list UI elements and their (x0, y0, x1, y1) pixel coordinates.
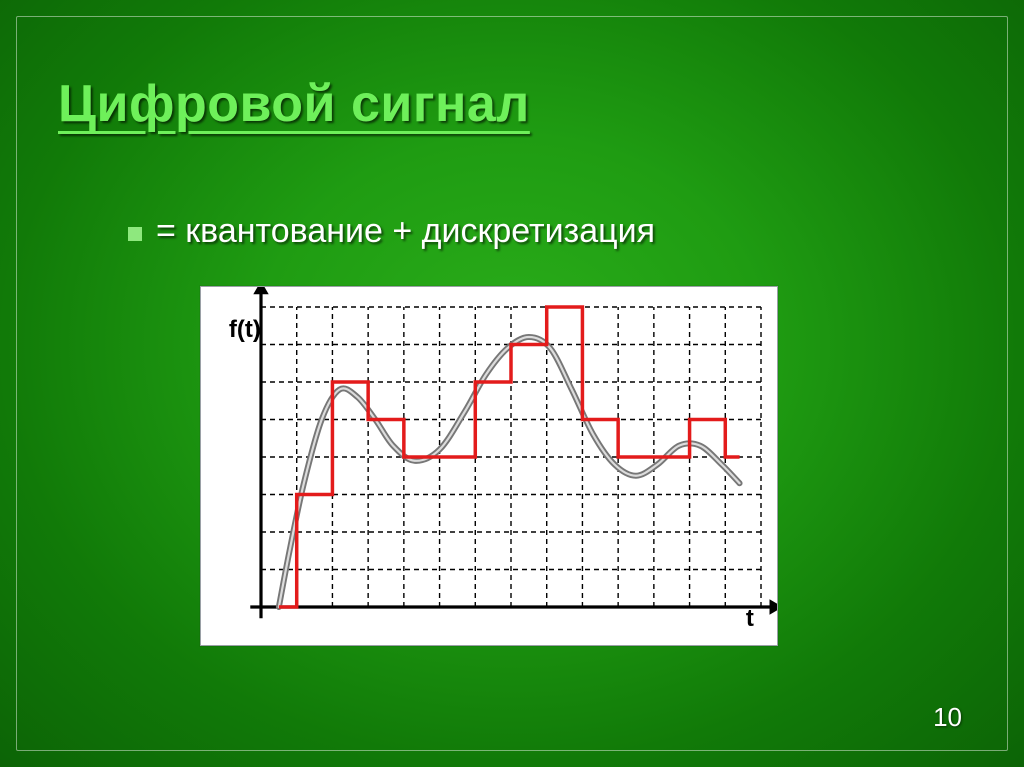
svg-text:t: t (746, 605, 754, 632)
signal-chart: f(t) t (200, 286, 778, 646)
chart-svg: f(t) t (201, 287, 777, 645)
svg-text:f(t): f(t) (229, 316, 261, 343)
bullet-item: = квантование + дискретизация (128, 212, 655, 251)
bullet-square-icon (128, 227, 142, 241)
presentation-slide: Цифровой сигнал = квантование + дискрети… (0, 0, 1024, 767)
bullet-text: = квантование + дискретизация (156, 212, 655, 251)
page-number: 10 (933, 702, 962, 733)
slide-title: Цифровой сигнал (58, 74, 530, 134)
